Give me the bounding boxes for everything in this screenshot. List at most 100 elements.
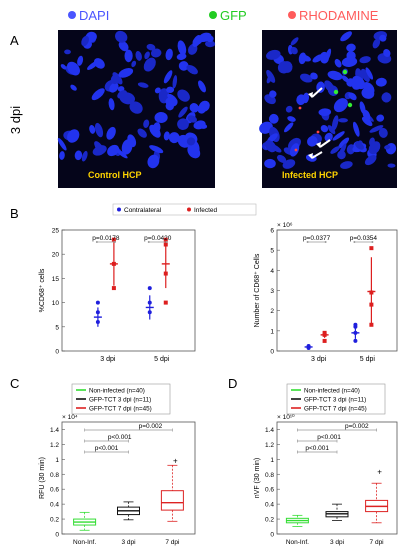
nucleus-blob xyxy=(143,57,156,72)
nucleus-blob xyxy=(118,68,134,78)
bracket-end xyxy=(306,241,309,243)
nucleus-blob xyxy=(324,132,333,142)
plot-area xyxy=(276,421,398,535)
nucleus-blob xyxy=(129,101,143,114)
y-tick-label: 0 xyxy=(270,532,274,539)
legend-label: Non-infected (n=40) xyxy=(304,388,360,395)
bracket-end xyxy=(165,241,168,243)
gfp-dot-icon xyxy=(209,11,217,19)
x-tick-label: 3 dpi xyxy=(311,356,327,363)
nucleus-blob xyxy=(177,89,190,102)
control-image: Control HCP xyxy=(57,30,216,188)
nucleus-blob xyxy=(199,123,208,129)
nucleus-blob xyxy=(92,145,107,156)
y-exponent: × 10¹⁰ xyxy=(277,413,295,421)
nucleus-blob xyxy=(192,35,202,47)
nucleus-blob xyxy=(177,40,187,56)
nucleus-blob xyxy=(282,61,293,73)
y-tick-label: 1 xyxy=(270,457,274,464)
chart-nvf: 0 0.2 0.4 0.6 0.8 1 1.2 1.4 Non-Inf. 3 dpi 7 dpi nV… xyxy=(254,383,398,546)
channel-legend: DAPI GFP RHODAMINE xyxy=(68,8,379,23)
nucleus-blob xyxy=(118,41,129,52)
nucleus-blob xyxy=(376,114,385,122)
nucleus-blob xyxy=(197,104,207,114)
y-tick-label: 0 xyxy=(270,349,274,356)
nucleus-blob xyxy=(67,129,80,143)
arrowhead-icon xyxy=(308,153,313,159)
nucleus-blob xyxy=(284,122,294,133)
y-tick-label: 1.2 xyxy=(50,442,59,449)
nucleus-blob xyxy=(348,92,357,101)
nucleus-blob xyxy=(387,163,396,168)
panel-label-b: B xyxy=(10,206,19,221)
y-tick-label: 5 xyxy=(270,248,274,255)
nucleus-blob xyxy=(149,124,161,138)
nucleus-blob xyxy=(282,159,296,169)
arrow-icon xyxy=(311,151,323,159)
y-tick-label: 0 xyxy=(55,532,59,539)
p-value-label: p=0.002 xyxy=(345,423,369,430)
nucleus-blob xyxy=(74,150,83,161)
nucleus-blob xyxy=(337,150,346,160)
nucleus-blob xyxy=(198,80,206,93)
nucleus-blob xyxy=(338,137,350,149)
data-point xyxy=(95,300,100,305)
nucleus-blob xyxy=(334,58,342,68)
x-tick-label: Non-Inf. xyxy=(286,539,309,546)
nucleus-blob xyxy=(91,88,105,101)
p-value-label: p<0.001 xyxy=(108,434,132,441)
data-point xyxy=(322,338,327,343)
nucleus-blob xyxy=(300,73,313,83)
nucleus-blob xyxy=(289,143,300,157)
panel-label-c: C xyxy=(10,376,19,391)
infected-image: Infected HCP xyxy=(259,30,397,188)
dapi-label: DAPI xyxy=(79,8,109,23)
arrowhead-icon xyxy=(308,92,313,98)
rhodamine-spot xyxy=(298,106,302,110)
nucleus-blob xyxy=(331,115,339,131)
rhodamine-spot xyxy=(316,130,320,134)
y-tick-label: 0.8 xyxy=(265,472,274,479)
legend-box xyxy=(71,383,171,415)
chart-rfu: 0 0.2 0.4 0.6 0.8 1 1.2 1.4 Non-Inf. 3 dpi 7 dpi RF… xyxy=(39,383,196,546)
y-tick-label: 25 xyxy=(52,228,60,235)
panel-label-d: D xyxy=(228,376,237,391)
nucleus-blob xyxy=(186,137,196,146)
y-tick-label: 0.4 xyxy=(50,502,59,509)
row-label: 3 dpi xyxy=(8,106,23,134)
nucleus-blob xyxy=(264,158,276,169)
nucleus-blob xyxy=(168,132,180,144)
nucleus-blob xyxy=(163,70,173,84)
nucleus-blob xyxy=(312,54,324,63)
y-tick-label: 1.4 xyxy=(265,427,274,434)
nucleus-blob xyxy=(137,128,147,138)
legend-box xyxy=(112,203,257,216)
bracket-end xyxy=(147,241,150,243)
nucleus-blob xyxy=(94,122,104,138)
p-value-label: p=0.002 xyxy=(139,423,163,430)
nucleus-blob xyxy=(205,40,216,48)
nucleus-blob xyxy=(368,141,381,155)
nucleus-blob xyxy=(64,49,71,55)
p-value-label: p=0.0377 xyxy=(303,235,331,242)
nucleus-blob xyxy=(269,90,277,98)
nucleus-blob xyxy=(176,53,187,60)
nucleus-blob xyxy=(110,74,119,85)
legend-label: Non-infected (n=40) xyxy=(89,388,145,395)
plot-area xyxy=(276,229,398,352)
arrow-icon xyxy=(311,87,323,98)
nucleus-blob xyxy=(333,98,348,113)
nucleus-blob xyxy=(177,118,189,131)
bracket-end xyxy=(113,241,116,243)
nucleus-blob xyxy=(318,108,332,117)
infected-caption: Infected HCP xyxy=(282,170,338,180)
legend-label: Contralateral xyxy=(124,207,162,214)
nucleus-blob xyxy=(268,113,279,124)
y-tick-label: 5 xyxy=(55,324,59,331)
nucleus-blob xyxy=(108,98,115,111)
y-tick-label: 0.6 xyxy=(50,487,59,494)
legend-marker xyxy=(187,207,191,212)
legend-marker xyxy=(117,207,121,212)
data-point xyxy=(111,286,116,291)
nucleus-blob xyxy=(296,94,306,106)
